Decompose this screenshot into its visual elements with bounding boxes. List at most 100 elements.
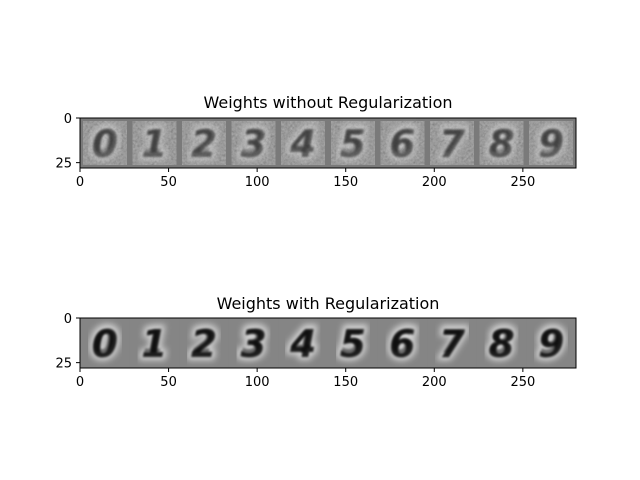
weight-image-digit-2: 222	[179, 118, 229, 168]
x-axis: 0 50 100 150 200 250	[76, 368, 535, 390]
x-tick-label: 100	[245, 175, 270, 190]
svg-text:5: 5	[339, 121, 367, 167]
weight-image-digit-8: 888	[476, 118, 527, 168]
svg-text:6: 6	[388, 321, 416, 367]
y-tick-label: 0	[64, 112, 72, 127]
weight-image-digit-9: 999	[526, 118, 576, 168]
svg-text:1: 1	[140, 121, 168, 167]
weight-image-digit-6: 666	[377, 118, 428, 168]
svg-text:4: 4	[288, 121, 317, 167]
weight-image-digit-5: 555	[328, 318, 378, 368]
weight-image-digit-3: 333	[228, 318, 279, 368]
svg-text:0: 0	[93, 126, 114, 161]
svg-text:2: 2	[193, 326, 214, 361]
svg-text:7: 7	[438, 121, 466, 167]
svg-text:8: 8	[488, 122, 514, 166]
svg-text:7: 7	[439, 122, 466, 166]
axes-frame	[79, 117, 577, 169]
svg-text:5: 5	[341, 126, 362, 161]
image-area: 000 111 222 333 444 555 666 777 888 999	[80, 318, 576, 368]
svg-text:5: 5	[341, 326, 362, 361]
svg-text:3: 3	[240, 321, 268, 367]
weight-image-digit-2: 222	[179, 318, 229, 368]
svg-text:9: 9	[537, 121, 565, 167]
subplot-weights-without-regularization: Weights without Regularization 000 111 222…	[55, 93, 577, 190]
svg-text:8: 8	[490, 326, 511, 361]
svg-text:2: 2	[193, 126, 214, 161]
x-tick-label: 50	[160, 175, 177, 190]
svg-text:3: 3	[240, 322, 266, 366]
x-tick-label: 50	[160, 375, 177, 390]
y-tick-label: 0	[64, 312, 72, 327]
subplot-title: Weights with Regularization	[217, 294, 440, 313]
svg-text:9: 9	[540, 326, 561, 361]
x-tick-label: 150	[333, 375, 358, 390]
svg-text:8: 8	[488, 121, 516, 167]
x-tick-label: 0	[76, 175, 84, 190]
svg-text:6: 6	[389, 122, 415, 166]
weight-image-digit-6: 666	[377, 318, 428, 368]
svg-text:2: 2	[190, 121, 218, 167]
svg-text:0: 0	[92, 122, 118, 166]
axes-frame	[79, 317, 577, 369]
svg-text:6: 6	[389, 322, 415, 366]
weight-image-digit-8: 888	[476, 318, 527, 368]
svg-text:4: 4	[291, 326, 313, 361]
weight-image-digit-9: 999	[526, 318, 576, 368]
weight-image-digit-4: 444	[278, 118, 328, 168]
y-axis: 0 25	[55, 112, 80, 172]
svg-text:9: 9	[538, 122, 564, 166]
svg-text:5: 5	[340, 122, 366, 166]
svg-text:9: 9	[538, 322, 564, 366]
weight-image-digit-1: 111	[129, 118, 180, 168]
svg-text:4: 4	[288, 321, 317, 367]
svg-text:6: 6	[388, 121, 416, 167]
svg-text:6: 6	[391, 126, 412, 161]
svg-text:4: 4	[289, 322, 316, 366]
x-tick-label: 200	[422, 375, 447, 390]
subplot-weights-with-regularization: Weights with Regularization 000 111 222 333…	[55, 294, 577, 390]
x-tick-label: 200	[422, 175, 447, 190]
weight-image-digit-4: 444	[278, 318, 328, 368]
svg-text:0: 0	[91, 321, 119, 367]
svg-text:8: 8	[488, 321, 516, 367]
weight-image-digit-1: 111	[129, 318, 180, 368]
svg-text:1: 1	[140, 321, 168, 367]
svg-text:7: 7	[439, 322, 466, 366]
x-tick-label: 250	[510, 175, 535, 190]
svg-text:4: 4	[291, 126, 313, 161]
svg-text:2: 2	[190, 321, 218, 367]
subplot-title: Weights without Regularization	[203, 93, 452, 112]
svg-text:2: 2	[191, 122, 217, 166]
weight-image-digit-0: 000	[80, 318, 130, 368]
svg-text:0: 0	[91, 121, 119, 167]
svg-text:2: 2	[191, 322, 217, 366]
svg-text:8: 8	[490, 126, 511, 161]
x-tick-label: 0	[76, 375, 84, 390]
y-axis: 0 25	[55, 312, 80, 372]
svg-text:3: 3	[240, 122, 266, 166]
y-tick-label: 25	[55, 357, 72, 372]
svg-text:1: 1	[141, 322, 167, 366]
svg-text:9: 9	[540, 126, 561, 161]
svg-text:4: 4	[289, 122, 316, 166]
svg-text:8: 8	[488, 322, 514, 366]
weight-image-digit-5: 555	[328, 118, 378, 168]
weight-image-digit-7: 777	[427, 318, 477, 368]
svg-text:5: 5	[339, 321, 367, 367]
svg-text:7: 7	[438, 321, 466, 367]
svg-text:0: 0	[92, 322, 118, 366]
svg-text:1: 1	[143, 126, 164, 161]
svg-text:6: 6	[391, 326, 412, 361]
x-axis: 0 50 100 150 200 250	[76, 168, 535, 190]
x-tick-label: 250	[510, 375, 535, 390]
svg-text:7: 7	[441, 126, 462, 161]
y-tick-label: 25	[55, 157, 72, 172]
x-tick-label: 100	[245, 375, 270, 390]
weight-image-digit-3: 333	[228, 118, 279, 168]
svg-text:9: 9	[537, 321, 565, 367]
svg-text:3: 3	[242, 126, 263, 161]
weight-image-digit-7: 777	[427, 118, 477, 168]
svg-text:1: 1	[141, 122, 167, 166]
